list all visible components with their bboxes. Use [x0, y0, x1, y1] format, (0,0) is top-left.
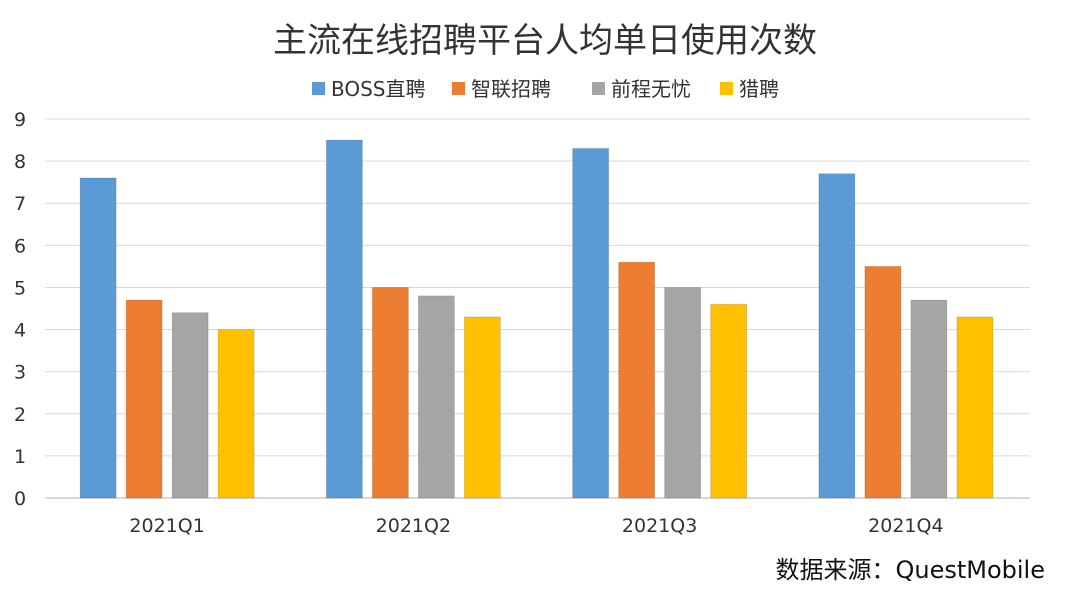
- bar: [125, 299, 163, 499]
- bar: [171, 312, 209, 499]
- legend-swatch: [720, 82, 733, 95]
- bar: [463, 316, 501, 499]
- bar: [325, 139, 363, 499]
- y-tick-label: 9: [14, 109, 26, 131]
- y-tick-label: 4: [14, 320, 26, 342]
- x-axis-categories: 2021Q1 2021Q2 2021Q3 2021Q4: [129, 515, 943, 537]
- y-tick-label: 7: [14, 193, 26, 215]
- y-tick-label: 8: [14, 151, 26, 173]
- y-axis-ticks: 0 1 2 3 4 5 6 7 8 9: [14, 109, 26, 510]
- gridlines: [45, 118, 1030, 499]
- legend-label: 前程无忧: [611, 77, 691, 101]
- bar: [910, 299, 948, 499]
- bar: [664, 287, 702, 499]
- legend-swatch: [592, 82, 605, 95]
- y-tick-label: 3: [14, 362, 26, 384]
- y-tick-label: 2: [14, 404, 26, 426]
- y-tick-label: 1: [14, 446, 26, 468]
- x-category-label: 2021Q1: [129, 515, 204, 537]
- chart-title: 主流在线招聘平台人均单日使用次数: [273, 21, 817, 61]
- x-category-label: 2021Q2: [376, 515, 451, 537]
- y-tick-label: 0: [14, 488, 26, 510]
- bar: [956, 316, 994, 499]
- bar: [618, 261, 656, 499]
- bar: [371, 287, 409, 499]
- legend-label: BOSS直聘: [331, 77, 426, 101]
- legend-swatch: [452, 82, 465, 95]
- x-category-label: 2021Q3: [622, 515, 697, 537]
- legend: BOSS直聘 智联招聘 前程无忧 猎聘: [312, 77, 779, 101]
- legend-swatch: [312, 82, 325, 95]
- bar: [572, 148, 610, 499]
- bar: [818, 173, 856, 499]
- bar: [79, 177, 117, 499]
- x-category-label: 2021Q4: [868, 515, 943, 537]
- source-note: 数据来源：QuestMobile: [775, 556, 1045, 584]
- bar: [710, 303, 748, 499]
- bar: [417, 295, 455, 499]
- bar: [217, 329, 255, 499]
- legend-label: 猎聘: [739, 77, 779, 101]
- y-tick-label: 6: [14, 235, 26, 257]
- y-tick-label: 5: [14, 277, 26, 299]
- bar: [864, 265, 902, 499]
- legend-label: 智联招聘: [471, 77, 551, 101]
- bars: [79, 139, 994, 499]
